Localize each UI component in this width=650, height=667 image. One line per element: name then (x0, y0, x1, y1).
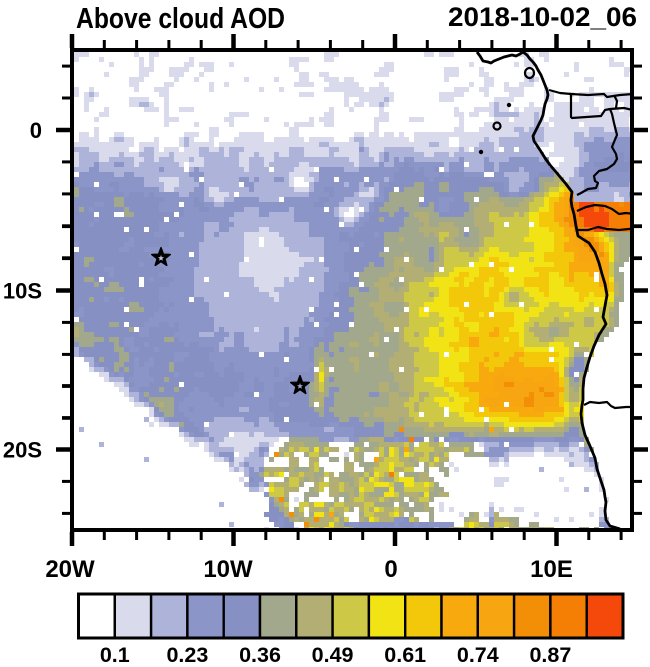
svg-text:0.23: 0.23 (166, 643, 208, 667)
svg-text:10E: 10E (530, 556, 573, 583)
svg-text:0.74: 0.74 (457, 643, 499, 667)
svg-text:20S: 20S (3, 438, 42, 463)
svg-text:0: 0 (30, 118, 42, 143)
svg-text:0: 0 (384, 556, 397, 583)
svg-text:0.36: 0.36 (239, 643, 281, 667)
svg-text:10W: 10W (203, 556, 253, 583)
svg-text:0.61: 0.61 (384, 643, 426, 667)
svg-text:0.49: 0.49 (312, 643, 354, 667)
svg-text:20W: 20W (45, 556, 95, 583)
svg-text:0.1: 0.1 (100, 643, 130, 667)
svg-text:10S: 10S (3, 279, 42, 304)
svg-text:0.87: 0.87 (529, 643, 571, 667)
svg-text:2018-10-02_06: 2018-10-02_06 (448, 2, 637, 32)
svg-text:Above cloud AOD: Above cloud AOD (76, 3, 285, 35)
